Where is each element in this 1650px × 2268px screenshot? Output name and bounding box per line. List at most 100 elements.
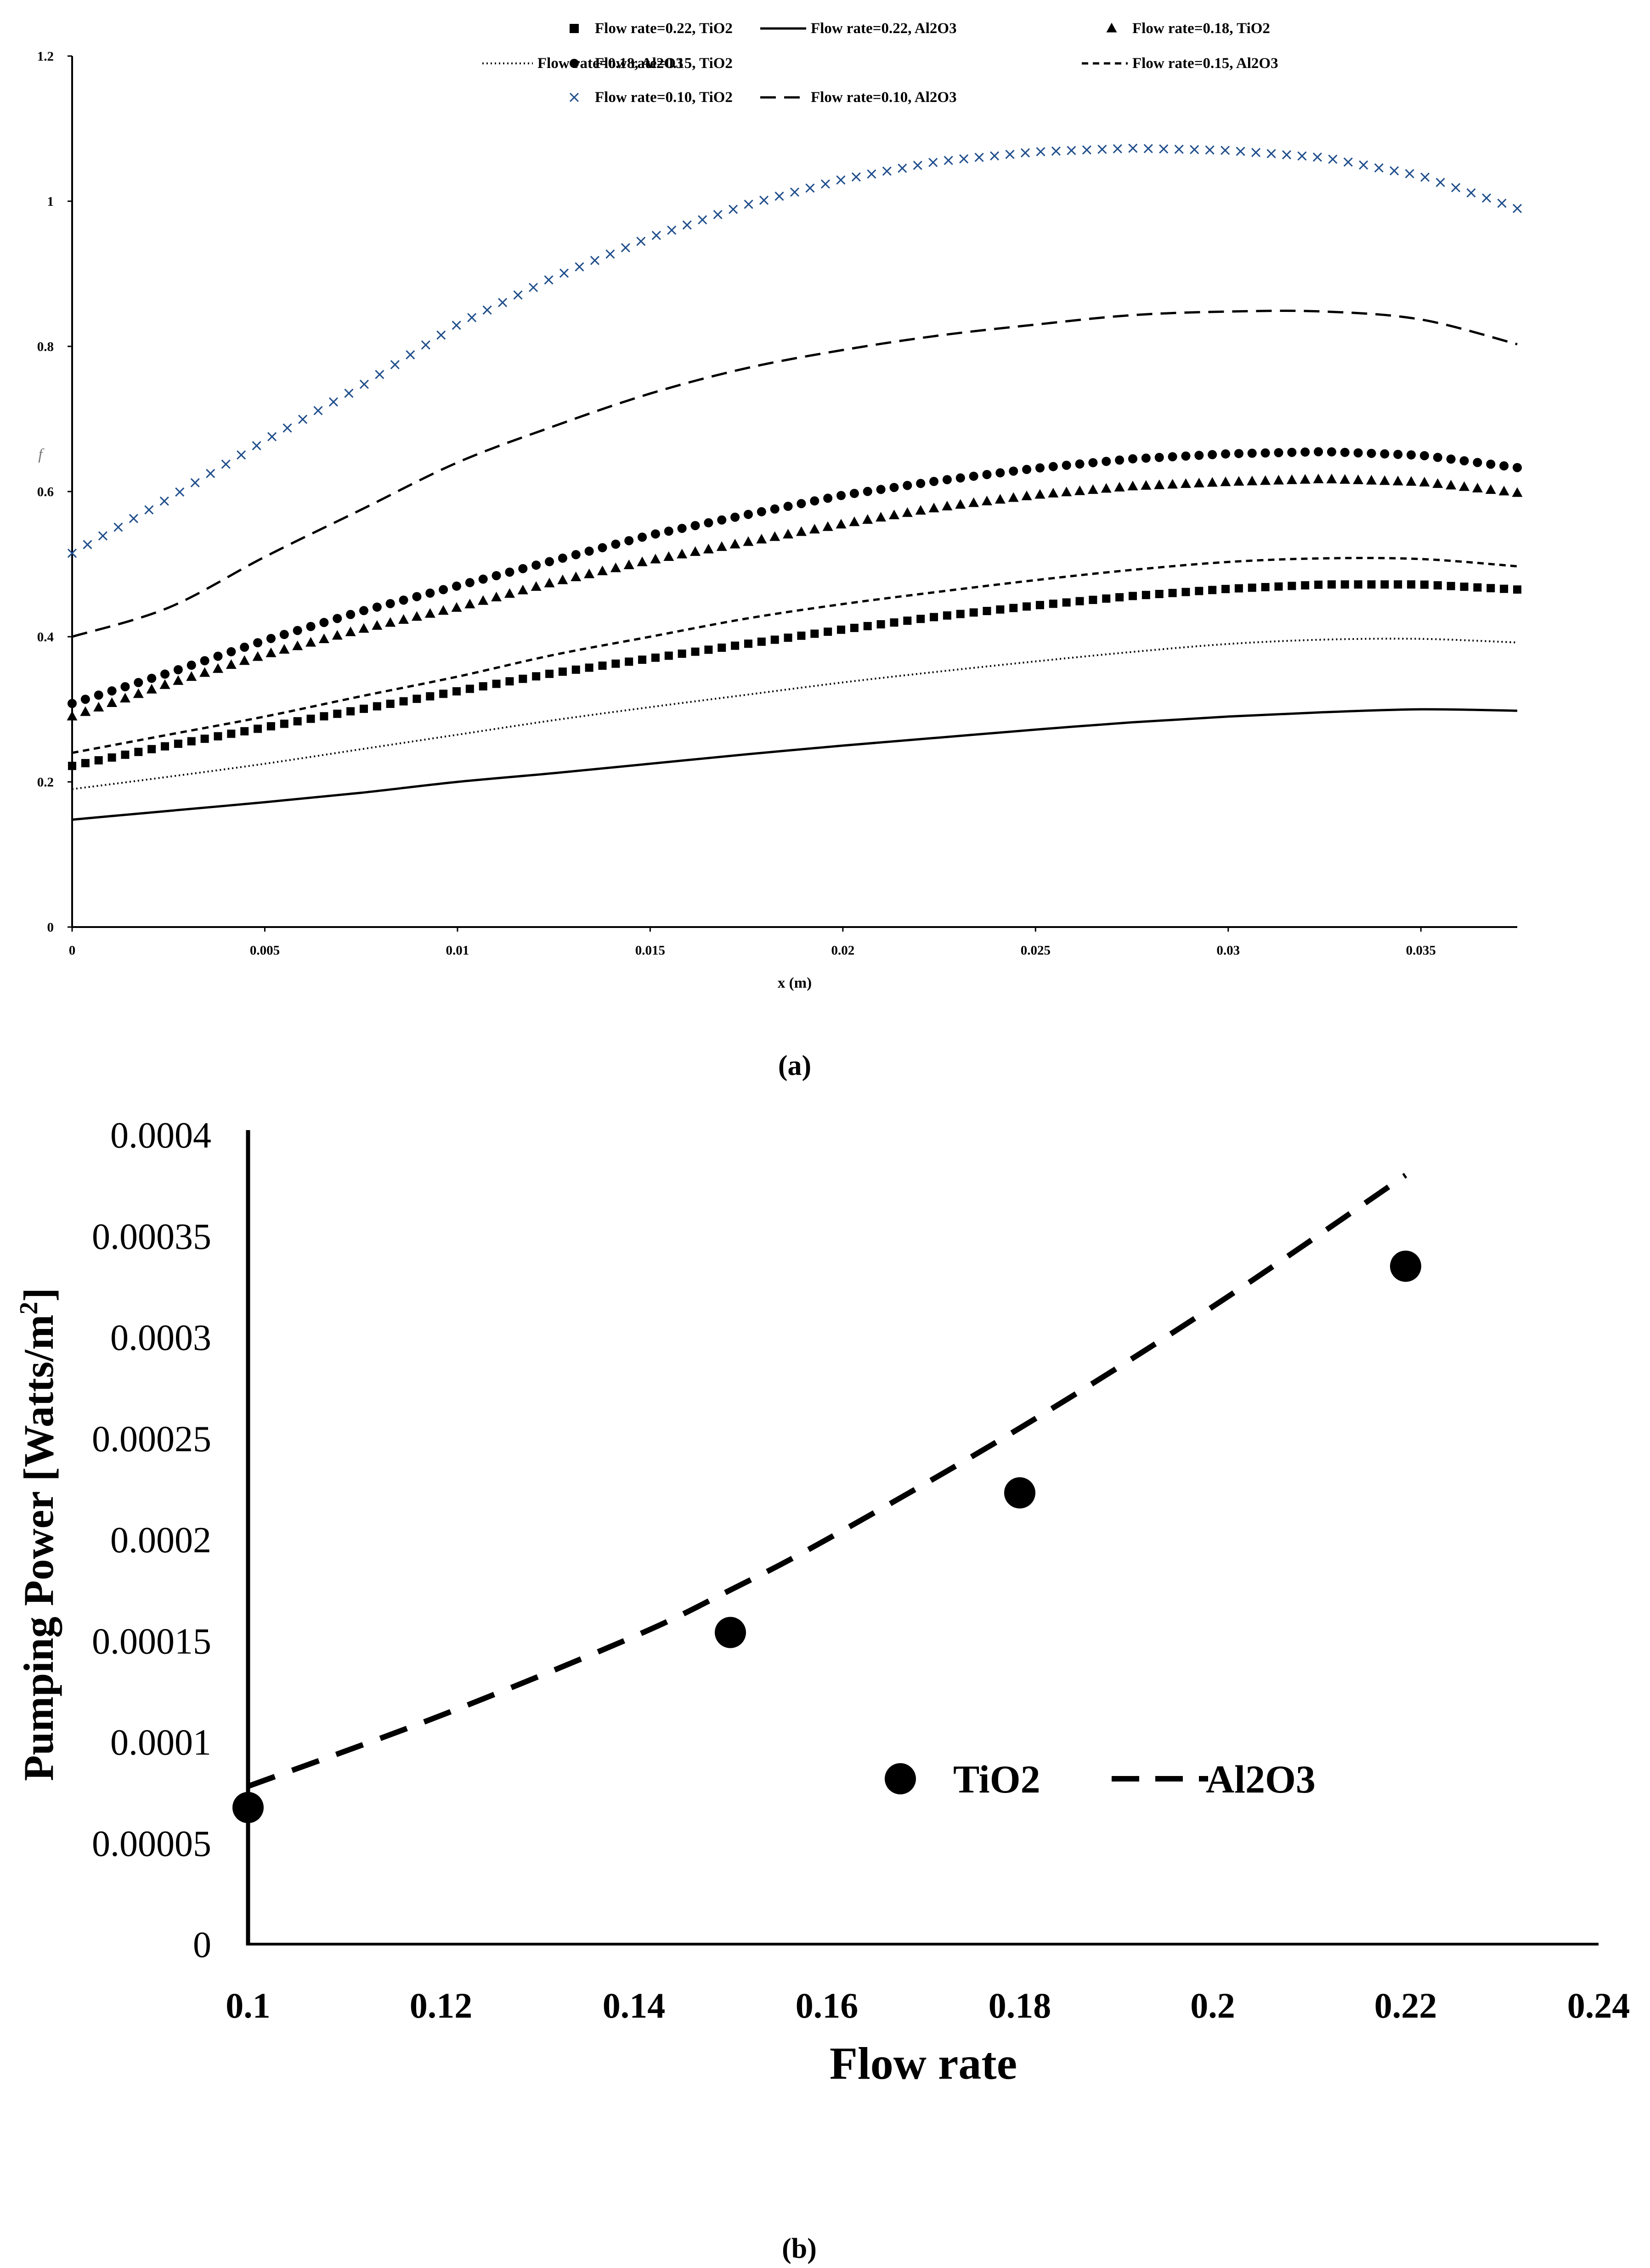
chart-a-point xyxy=(386,700,395,708)
chart-a-point xyxy=(623,560,634,570)
chart-a-point xyxy=(1180,478,1191,488)
chart-a-point xyxy=(279,630,289,639)
chart-a-point xyxy=(638,532,647,542)
chart-a-point xyxy=(783,502,793,511)
chart-a-point xyxy=(822,521,833,531)
chart-a-point xyxy=(836,175,846,185)
chart-a-point xyxy=(651,231,661,240)
chart-a-point xyxy=(1009,604,1018,612)
chart-a-point xyxy=(1260,448,1270,458)
chart-b-y-tick-label: 0.00005 xyxy=(92,1824,211,1864)
legend-a-marker-flow-rate-0-18-tio2 xyxy=(1106,23,1117,33)
chart-a-point xyxy=(373,702,381,711)
chart-a-point xyxy=(1021,490,1032,500)
chart-a-point xyxy=(757,507,766,516)
chart-a-point xyxy=(759,195,769,205)
chart-a-series-flow-rate-0-10-al2o3 xyxy=(72,310,1518,638)
chart-a-point xyxy=(1367,448,1376,458)
legend-a-label-flow-rate-0-18-tio2: Flow rate=0.18, TiO2 xyxy=(1132,20,1270,37)
chart-a-point xyxy=(424,608,435,618)
chart-a-point xyxy=(1155,590,1164,599)
chart-a-point xyxy=(863,622,872,630)
chart-a-point xyxy=(995,494,1006,504)
chart-a-point xyxy=(1473,583,1482,592)
chart-a-point xyxy=(796,526,807,536)
panel-b-label: (b) xyxy=(782,2233,817,2264)
chart-a-point xyxy=(358,623,369,633)
chart-b-y-label-close: ] xyxy=(15,1288,62,1302)
chart-a-point xyxy=(713,210,723,220)
chart-a-point xyxy=(716,541,727,551)
chart-a-point xyxy=(1022,464,1032,474)
chart-b-point xyxy=(715,1617,746,1648)
chart-a-point xyxy=(1354,580,1362,589)
chart-a-point xyxy=(757,637,766,646)
chart-a-point xyxy=(1394,580,1402,589)
chart-a-point xyxy=(426,692,435,701)
chart-a-point xyxy=(107,753,116,762)
chart-a-point xyxy=(385,599,395,608)
chart-a-y-tick-label: 1.2 xyxy=(37,49,54,64)
chart-a-point xyxy=(944,156,953,165)
chart-a-point xyxy=(1234,584,1243,593)
chart-a-point xyxy=(1473,458,1482,467)
chart-a-point xyxy=(1326,474,1337,484)
chart-a-point xyxy=(898,164,907,173)
chart-a-point xyxy=(186,671,197,681)
chart-a-point xyxy=(482,305,492,315)
chart-a-point xyxy=(240,727,249,735)
panel-a-label: (a) xyxy=(778,1050,811,1081)
chart-a-point xyxy=(1406,476,1417,486)
chart-a-point xyxy=(1233,476,1244,486)
chart-a-point xyxy=(306,622,316,631)
chart-a-point xyxy=(372,602,382,612)
chart-a-point xyxy=(598,662,607,670)
chart-a-point xyxy=(956,610,965,618)
chart-a-point xyxy=(990,151,1000,161)
chart-a-point xyxy=(298,414,308,424)
chart-a-point xyxy=(187,737,196,746)
chart-a-point xyxy=(876,620,885,628)
chart-a-point xyxy=(571,665,580,674)
chart-a-point xyxy=(305,637,316,647)
legend-a-marker-flow-rate-0-22-tio2 xyxy=(570,24,579,33)
chart-a-point xyxy=(611,659,620,668)
chart-a-point xyxy=(1460,583,1469,591)
chart-a-point xyxy=(1174,144,1184,154)
chart-a-x-label: x (m) xyxy=(778,975,812,991)
chart-a-point xyxy=(598,543,607,553)
chart-a-point xyxy=(467,313,477,322)
chart-a-point xyxy=(558,554,567,563)
chart-a: 0 0.005 0.01 0.015 0.02 0.025 0.03 0.035 0 0.2 0.4… xyxy=(37,20,1523,1081)
chart-a-point xyxy=(98,531,107,541)
chart-a-point xyxy=(1287,447,1297,457)
chart-a-point xyxy=(1208,450,1217,459)
chart-a-point xyxy=(293,626,302,635)
chart-a-point xyxy=(1339,474,1351,484)
chart-a-point xyxy=(504,588,515,598)
chart-a-point xyxy=(1194,451,1204,460)
chart-a-point xyxy=(823,493,833,503)
chart-a-point xyxy=(743,536,754,546)
chart-a-point xyxy=(1432,478,1443,488)
chart-a-point xyxy=(313,406,323,415)
chart-a-point xyxy=(889,483,899,492)
chart-a-point xyxy=(698,215,707,225)
chart-a-point xyxy=(621,243,630,253)
chart-a-point xyxy=(252,651,263,661)
chart-a-series-flow-rate-0-10-tio2 xyxy=(67,143,1522,558)
chart-a-ticks: 0 0.005 0.01 0.015 0.02 0.025 0.03 0.035 0 0.2 0.4… xyxy=(37,49,1436,958)
chart-a-point xyxy=(1220,476,1231,486)
chart-a-point xyxy=(94,690,103,700)
chart-a-point xyxy=(663,551,674,561)
chart-a-point xyxy=(1274,448,1283,458)
chart-a-series xyxy=(67,143,1523,821)
chart-a-point xyxy=(1433,581,1442,590)
chart-a-point xyxy=(267,432,277,441)
legend-a-label-flow-rate-0-22-al2o3: Flow rate=0.22, Al2O3 xyxy=(811,20,957,37)
chart-a-point xyxy=(452,581,462,591)
chart-a-point xyxy=(1048,487,1059,498)
chart-a-point xyxy=(902,507,913,517)
chart-a-point xyxy=(888,509,899,520)
chart-a-point xyxy=(1005,149,1015,159)
